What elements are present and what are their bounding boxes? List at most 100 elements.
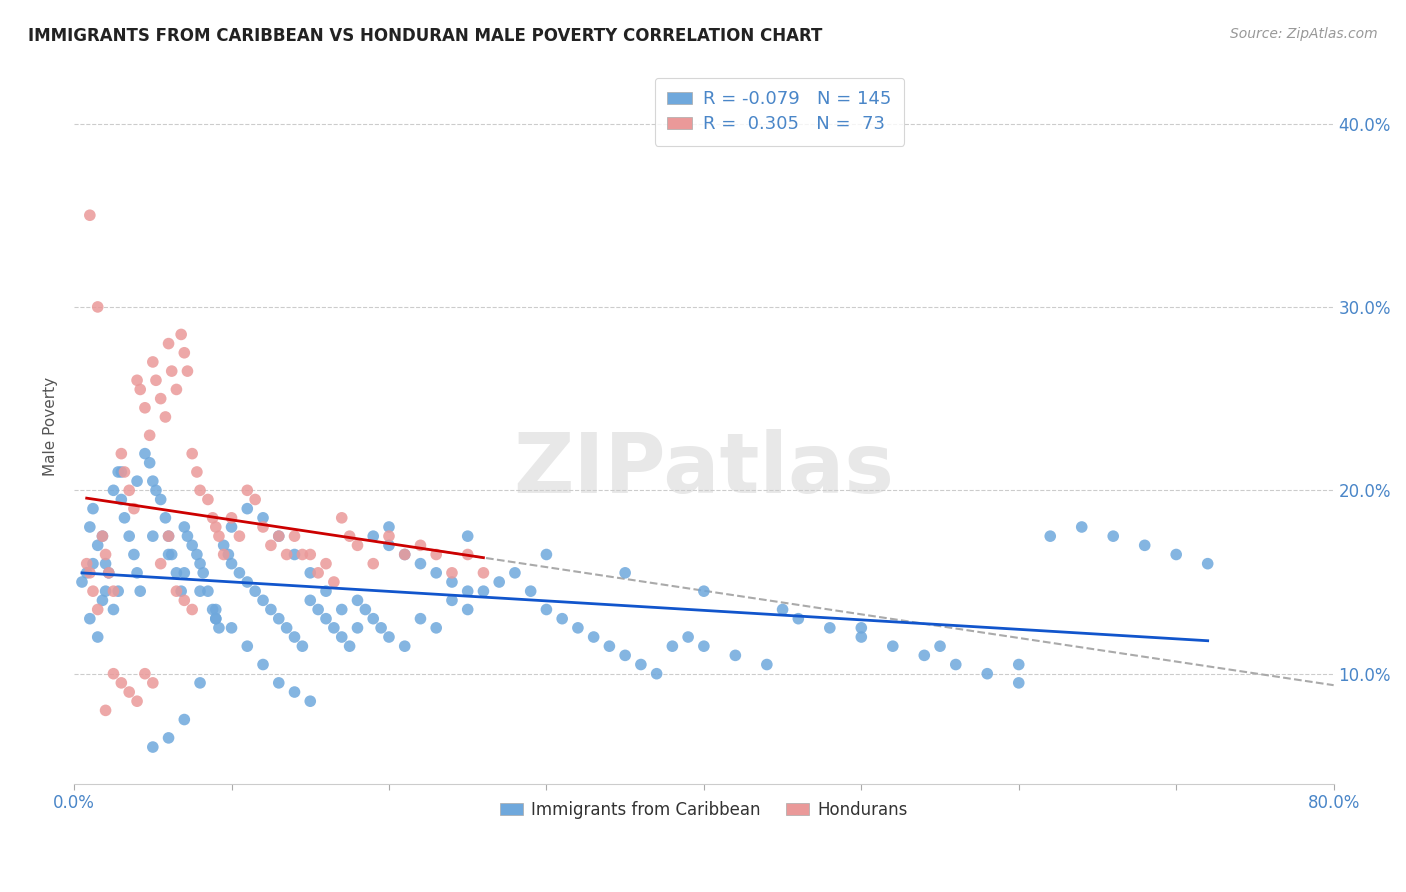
Point [79, 208, 101, 222]
Point [221, 520, 243, 534]
Point [299, 566, 322, 580]
Point [91, 529, 114, 543]
Point [929, 639, 952, 653]
Point [173, 566, 195, 580]
Point [339, 639, 361, 653]
Point [79, 520, 101, 534]
Point [772, 602, 794, 616]
Point [149, 557, 172, 571]
Point [134, 447, 156, 461]
Point [208, 529, 231, 543]
Point [76, 557, 98, 571]
Point [236, 639, 259, 653]
Point [118, 529, 141, 543]
Point [457, 602, 479, 616]
Point [134, 666, 156, 681]
Point [97, 566, 120, 580]
Point [70, 574, 93, 589]
Point [409, 612, 432, 626]
Point [299, 593, 322, 607]
Point [157, 548, 180, 562]
Point [361, 612, 384, 626]
Point [201, 511, 224, 525]
Point [138, 428, 160, 442]
Point [204, 612, 226, 626]
Point [567, 621, 589, 635]
Point [693, 639, 716, 653]
Point [155, 511, 177, 525]
Point [114, 465, 136, 479]
Point [425, 548, 447, 562]
Point [394, 548, 416, 562]
Point [236, 501, 259, 516]
Point [204, 602, 226, 616]
Point [142, 740, 165, 755]
Point [188, 676, 211, 690]
Point [472, 584, 495, 599]
Point [134, 401, 156, 415]
Point [882, 639, 904, 653]
Point [181, 602, 204, 616]
Point [86, 538, 108, 552]
Point [221, 621, 243, 635]
Point [283, 548, 305, 562]
Point [378, 529, 401, 543]
Point [110, 492, 132, 507]
Point [125, 373, 148, 387]
Point [614, 648, 637, 663]
Point [346, 621, 368, 635]
Point [503, 566, 526, 580]
Point [160, 548, 183, 562]
Point [86, 300, 108, 314]
Point [755, 657, 778, 672]
Point [299, 694, 322, 708]
Point [1166, 548, 1188, 562]
Point [173, 345, 195, 359]
Point [299, 548, 322, 562]
Point [614, 566, 637, 580]
Point [243, 492, 266, 507]
Point [598, 639, 620, 653]
Point [457, 584, 479, 599]
Y-axis label: Male Poverty: Male Poverty [44, 376, 58, 475]
Point [157, 529, 180, 543]
Point [208, 621, 231, 635]
Point [129, 383, 152, 397]
Point [94, 703, 117, 717]
Point [142, 355, 165, 369]
Point [236, 574, 259, 589]
Point [221, 511, 243, 525]
Point [157, 529, 180, 543]
Point [551, 612, 574, 626]
Point [228, 529, 250, 543]
Point [110, 465, 132, 479]
Point [82, 501, 104, 516]
Point [912, 648, 935, 663]
Point [188, 584, 211, 599]
Text: ZIPatlas: ZIPatlas [513, 428, 894, 509]
Point [145, 483, 167, 498]
Point [110, 447, 132, 461]
Point [197, 584, 219, 599]
Point [94, 557, 117, 571]
Point [440, 574, 463, 589]
Point [79, 612, 101, 626]
Point [260, 602, 283, 616]
Point [107, 584, 129, 599]
Point [122, 501, 145, 516]
Point [91, 529, 114, 543]
Point [103, 602, 125, 616]
Point [252, 657, 274, 672]
Point [1133, 538, 1156, 552]
Point [197, 492, 219, 507]
Point [457, 529, 479, 543]
Point [1008, 676, 1031, 690]
Point [86, 602, 108, 616]
Point [155, 409, 177, 424]
Point [394, 639, 416, 653]
Point [536, 602, 558, 616]
Point [440, 593, 463, 607]
Point [181, 447, 204, 461]
Point [149, 392, 172, 406]
Point [267, 676, 290, 690]
